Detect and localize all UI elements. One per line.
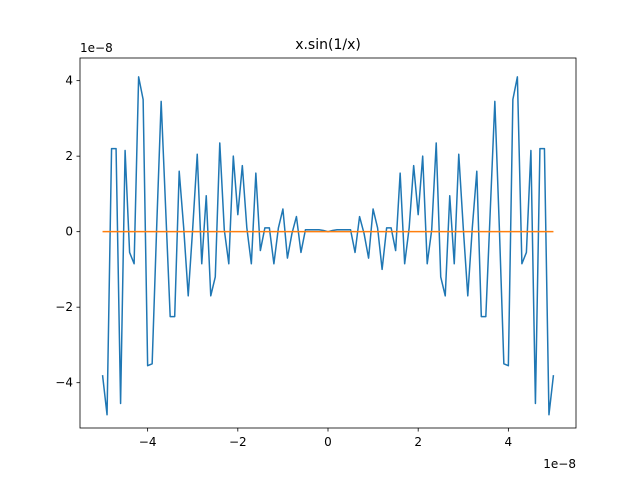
- y-tick-label: 4: [65, 74, 73, 88]
- x-axis-offset-label: 1e−8: [543, 457, 576, 471]
- x-tick-label: 2: [414, 435, 422, 449]
- axes-frame: [79, 57, 577, 429]
- x-tick-label: 0: [324, 435, 332, 449]
- y-tick-label: 0: [65, 225, 73, 239]
- x-tick-label: −4: [139, 435, 157, 449]
- y-tick-label: −4: [55, 376, 73, 390]
- x-tick-label: 4: [505, 435, 513, 449]
- y-axis-offset-label: 1e−8: [80, 41, 113, 55]
- chart-title: x.sin(1/x): [295, 37, 361, 53]
- y-tick-label: 2: [65, 149, 73, 163]
- x-tick-label: −2: [229, 435, 247, 449]
- y-tick-label: −2: [55, 300, 73, 314]
- x-axis: −4 −2 0 2 4: [139, 428, 512, 449]
- y-axis: −4 −2 0 2 4: [55, 74, 80, 390]
- series-layer: [101, 76, 555, 416]
